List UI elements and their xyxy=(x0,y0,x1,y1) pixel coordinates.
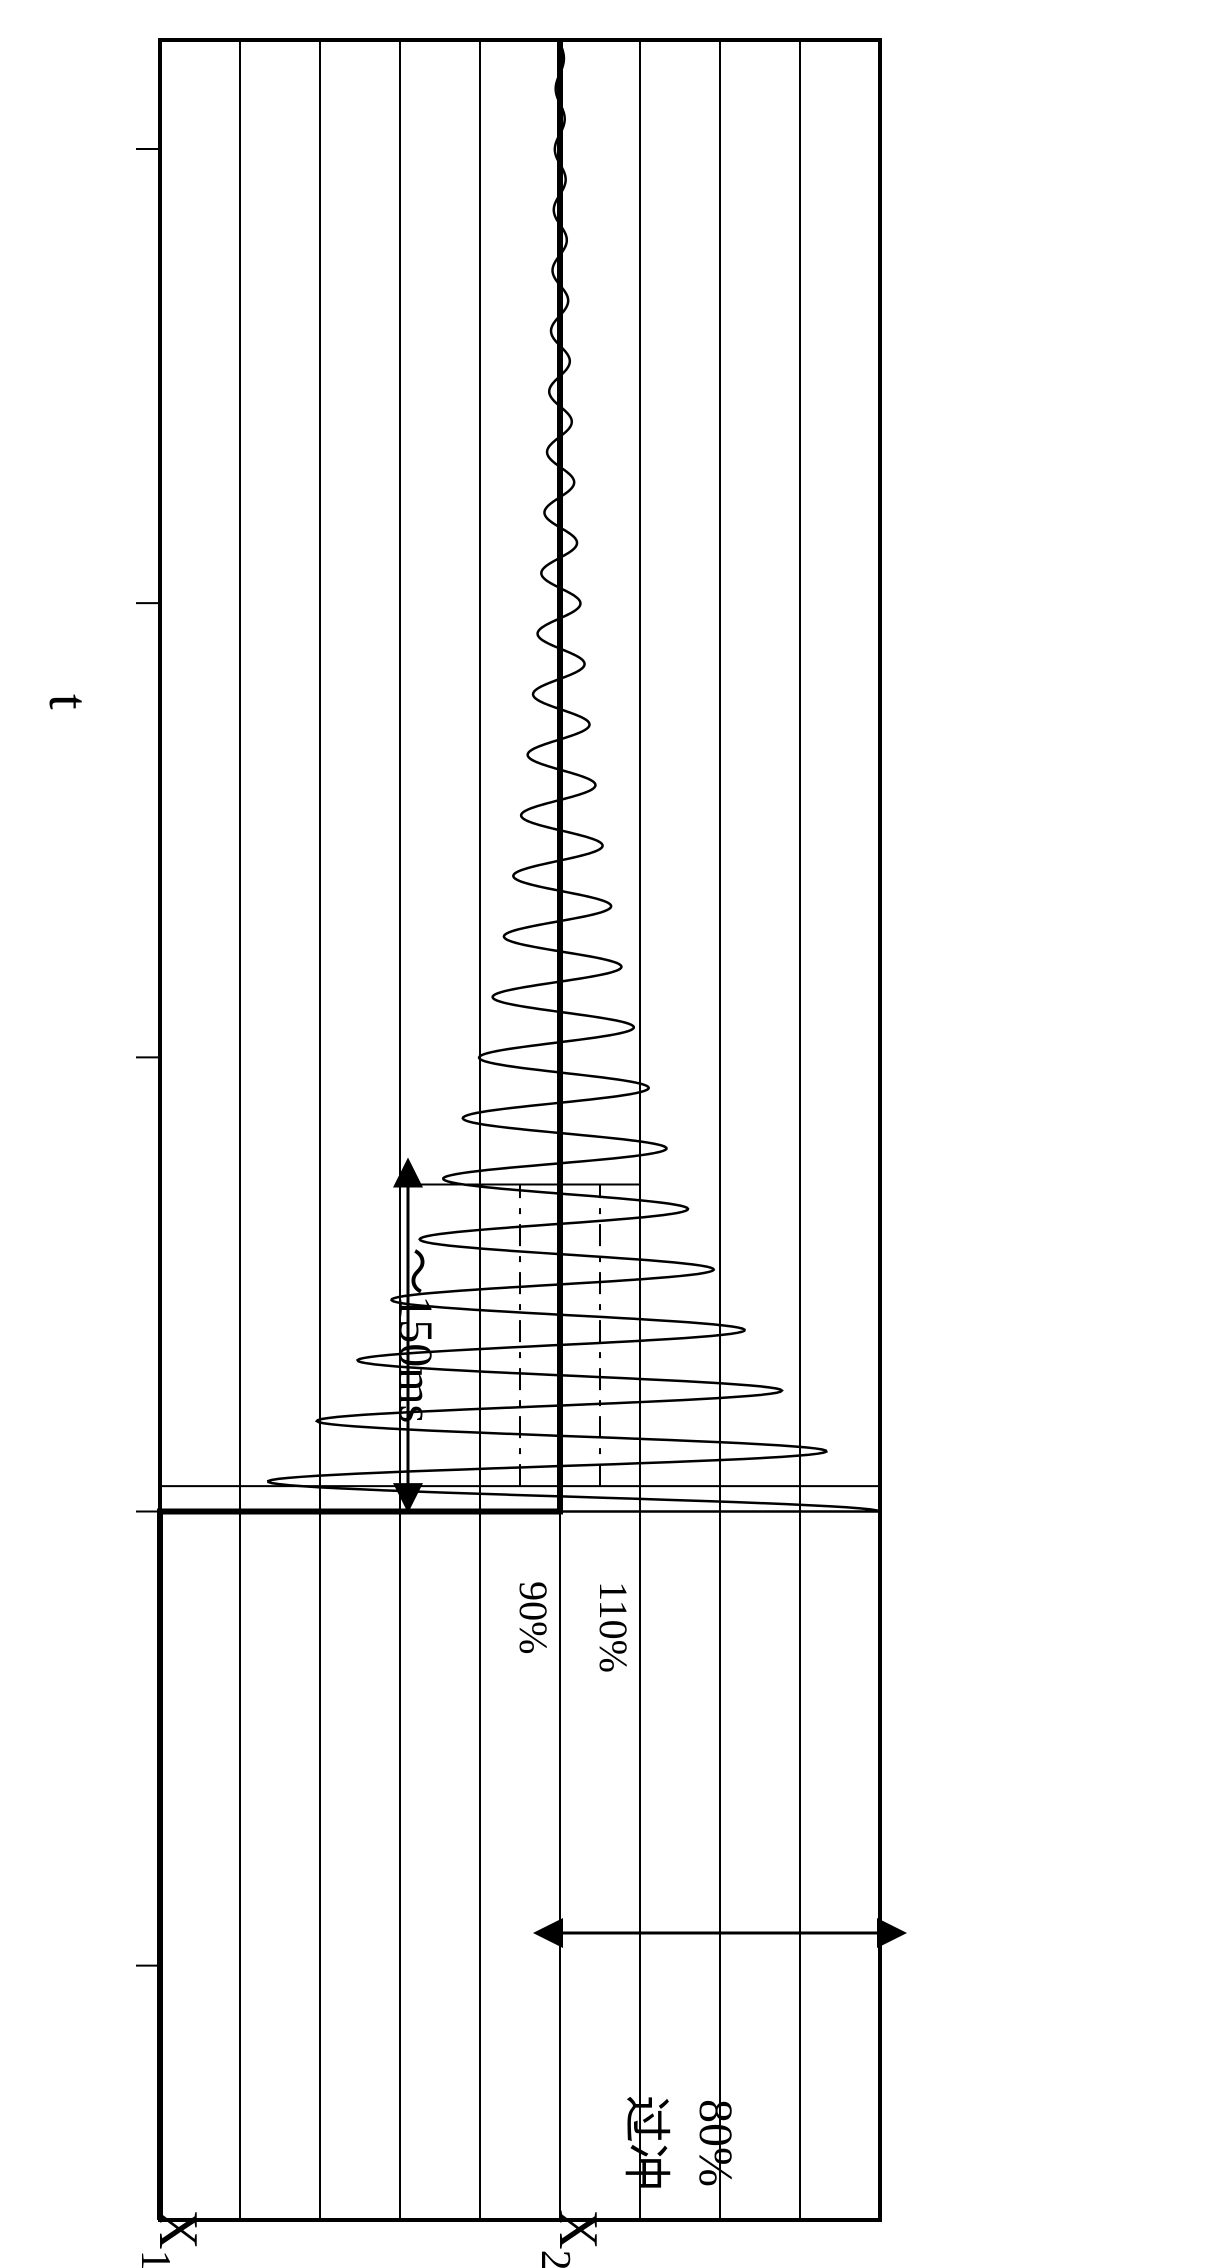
svg-text:90%: 90% xyxy=(511,1581,556,1654)
damped-oscillation-chart: X1X2t位置80%过冲110%90%～150ms xyxy=(0,0,1206,2268)
svg-text:～150ms: ～150ms xyxy=(389,1247,442,1423)
svg-text:X1: X1 xyxy=(132,2209,209,2268)
svg-text:110%: 110% xyxy=(591,1581,636,1673)
svg-text:80%: 80% xyxy=(689,2099,742,2187)
svg-text:t: t xyxy=(37,694,99,710)
svg-text:过冲: 过冲 xyxy=(619,2095,672,2191)
